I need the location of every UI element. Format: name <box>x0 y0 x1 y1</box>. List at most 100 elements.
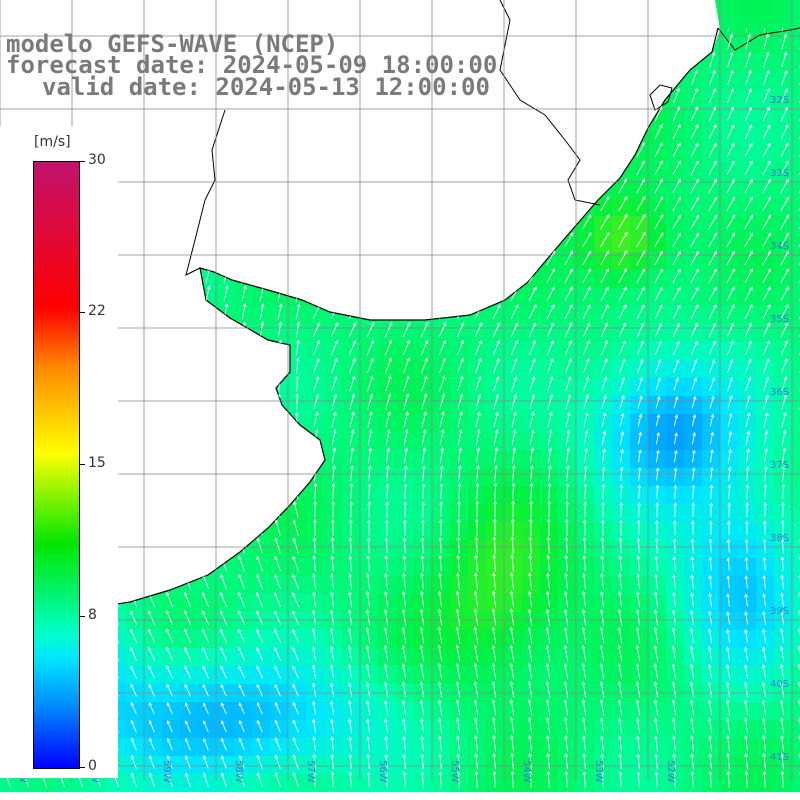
wind-arrow <box>780 160 789 176</box>
wind-arrow <box>727 413 733 427</box>
latitude-label: 34S <box>770 241 789 252</box>
wind-arrow <box>581 717 587 734</box>
wind-cell <box>792 414 800 432</box>
wind-arrow <box>564 322 573 338</box>
wind-arrow <box>165 628 174 644</box>
wind-arrow <box>708 592 712 607</box>
wind-arrow <box>493 357 500 374</box>
longitude-label: 55W <box>449 760 460 783</box>
wind-arrow <box>581 645 587 662</box>
wind-arrow <box>563 645 569 662</box>
wind-arrow <box>348 555 353 572</box>
wind-arrow <box>727 502 731 517</box>
wind-arrow <box>456 735 460 752</box>
wind-arrow <box>565 500 570 518</box>
wind-arrow <box>385 519 389 536</box>
wind-arrow <box>672 537 677 554</box>
wind-arrow <box>403 483 408 500</box>
wind-arrow <box>511 358 518 374</box>
wind-arrow <box>529 411 535 428</box>
wind-arrow <box>583 376 590 392</box>
wind-arrow <box>312 771 317 788</box>
wind-arrow <box>672 555 677 572</box>
wind-arrow <box>383 590 389 608</box>
wind-arrow <box>618 286 627 302</box>
wind-arrow <box>165 646 174 661</box>
wind-arrow <box>601 412 607 427</box>
wind-arrow <box>148 719 155 733</box>
wind-arrow <box>401 663 407 680</box>
wind-arrow <box>419 663 425 680</box>
wind-arrow <box>690 142 699 158</box>
wind-arrow <box>259 303 265 320</box>
wind-arrow <box>475 500 480 518</box>
wind-cell <box>792 540 800 558</box>
wind-arrow <box>384 357 392 374</box>
wind-arrow <box>456 536 461 554</box>
wind-cell <box>792 396 800 414</box>
wind-arrow <box>313 375 320 392</box>
wind-arrow <box>527 626 533 644</box>
wind-arrow <box>385 429 391 446</box>
wind-arrow <box>366 753 371 770</box>
wind-arrow <box>386 465 390 482</box>
wind-arrow <box>726 250 736 266</box>
wind-arrow <box>455 717 461 734</box>
wind-arrow <box>492 734 496 752</box>
wind-arrow <box>744 106 753 122</box>
wind-arrow <box>330 591 335 608</box>
wind-arrow <box>438 753 443 770</box>
wind-arrow <box>473 699 479 716</box>
wind-arrow <box>763 520 767 535</box>
wind-arrow <box>618 268 627 284</box>
wind-arrow <box>184 737 191 751</box>
wind-arrow <box>546 518 551 536</box>
wind-arrow <box>780 196 789 212</box>
wind-arrow <box>563 590 569 608</box>
wind-arrow <box>763 28 769 32</box>
wind-arrow <box>456 518 461 536</box>
wind-arrow <box>565 447 571 464</box>
wind-arrow <box>582 536 587 554</box>
wind-arrow <box>545 716 551 734</box>
wind-arrow <box>366 735 370 752</box>
wind-arrow <box>455 608 461 626</box>
wind-cell <box>792 450 800 468</box>
wind-arrow <box>673 358 680 373</box>
latitude-label: 35S <box>770 314 789 325</box>
wind-arrow <box>780 770 785 788</box>
wind-arrow <box>329 609 335 626</box>
wind-arrow <box>274 592 282 608</box>
wind-arrow <box>457 429 463 446</box>
wind-arrow <box>690 87 698 104</box>
wind-arrow <box>184 683 191 697</box>
wind-arrow <box>184 755 191 769</box>
wind-arrow <box>184 702 191 715</box>
wind-arrow <box>744 142 753 158</box>
wind-arrow <box>256 537 263 554</box>
wind-arrow <box>726 106 735 122</box>
wind-arrow <box>458 465 462 482</box>
wind-arrow <box>780 106 789 122</box>
wind-arrow <box>491 644 497 662</box>
wind-arrow <box>455 644 461 662</box>
wind-arrow <box>762 574 767 589</box>
wind-arrow <box>619 376 626 391</box>
title-model: modelo GEFS-WAVE (NCEP) <box>6 30 339 58</box>
wind-arrow <box>385 483 390 500</box>
wind-arrow <box>763 483 768 500</box>
wind-arrow <box>274 573 282 590</box>
wind-arrow <box>709 377 715 391</box>
wind-arrow <box>672 250 681 266</box>
wind-arrow <box>601 483 606 500</box>
wind-arrow <box>727 69 734 86</box>
wind-arrow <box>619 358 626 374</box>
wind-arrow <box>599 626 605 644</box>
wind-arrow <box>618 537 623 554</box>
wind-arrow <box>583 429 589 446</box>
wind-arrow <box>348 573 352 590</box>
wind-arrow <box>365 627 371 644</box>
wind-arrow <box>202 772 209 787</box>
wind-arrow <box>745 69 752 86</box>
wind-arrow <box>780 286 789 302</box>
